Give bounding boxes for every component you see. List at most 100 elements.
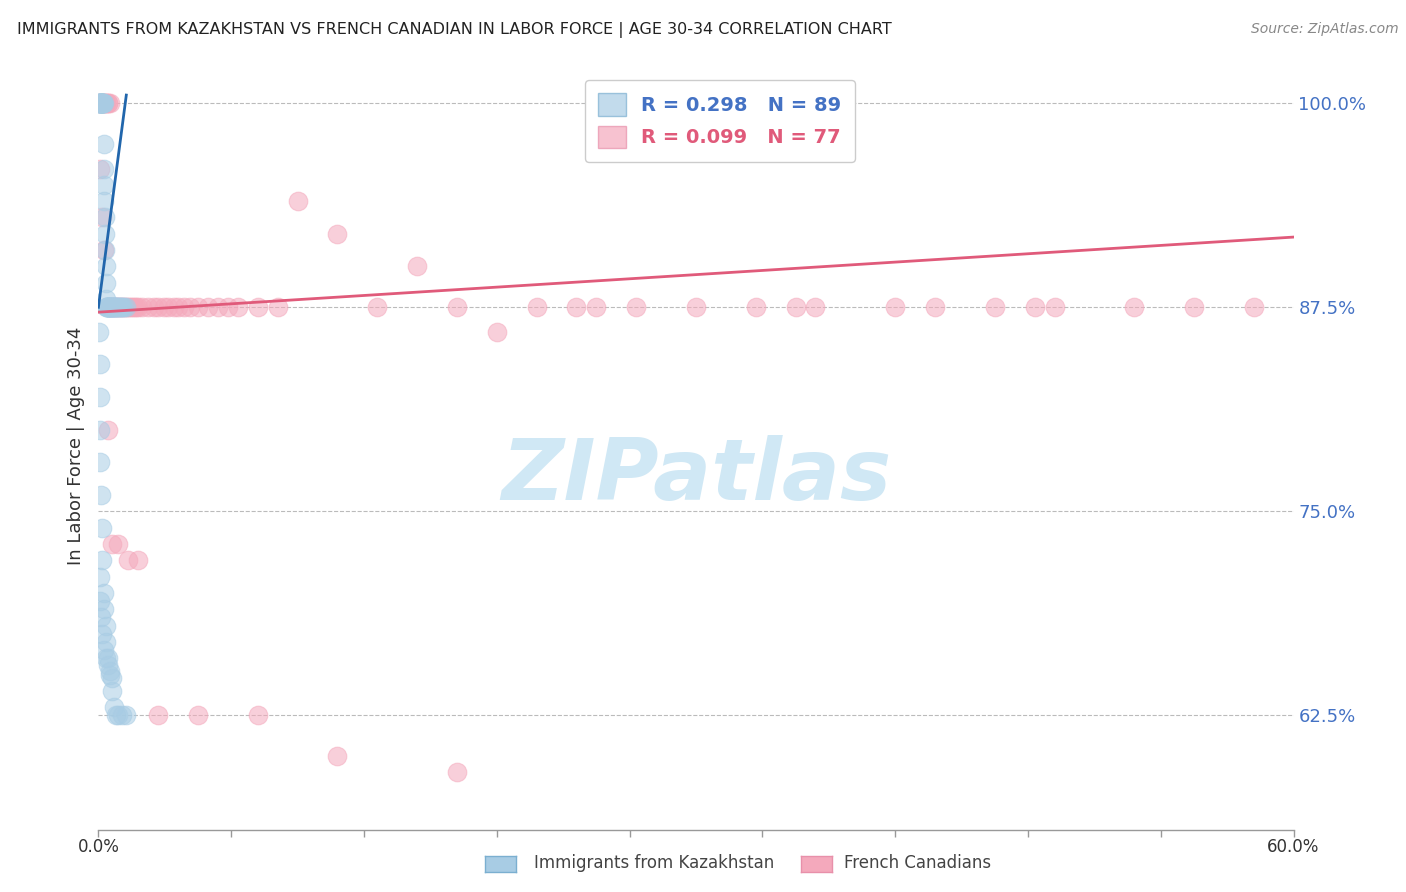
- Point: [101, 300, 124, 314]
- Point: [89, 96, 111, 111]
- Point: [626, 300, 648, 314]
- Point: [406, 260, 429, 274]
- Point: [105, 300, 128, 314]
- Point: [804, 300, 827, 314]
- Point: [98, 665, 122, 679]
- Point: [326, 227, 349, 241]
- Point: [103, 700, 125, 714]
- Point: [163, 300, 186, 314]
- Point: [110, 300, 132, 314]
- Point: [105, 300, 128, 314]
- Point: [167, 300, 190, 314]
- Point: [98, 300, 122, 314]
- Point: [89, 161, 111, 176]
- Point: [90, 96, 112, 111]
- Point: [90, 96, 112, 111]
- Point: [91, 211, 114, 225]
- Point: [93, 96, 115, 111]
- Point: [89, 96, 111, 111]
- Point: [91, 96, 114, 111]
- Point: [96, 96, 118, 111]
- Point: [89, 96, 111, 111]
- Point: [111, 300, 134, 314]
- Point: [153, 300, 176, 314]
- Point: [93, 194, 115, 209]
- Point: [179, 300, 201, 314]
- Point: [112, 300, 135, 314]
- Point: [226, 300, 249, 314]
- Point: [131, 300, 153, 314]
- Point: [115, 300, 138, 314]
- Point: [93, 643, 115, 657]
- Point: [93, 96, 115, 111]
- Point: [90, 96, 112, 111]
- Point: [98, 300, 122, 314]
- Point: [101, 300, 124, 314]
- Point: [107, 300, 129, 314]
- Point: [1182, 300, 1205, 314]
- Point: [157, 300, 180, 314]
- Point: [103, 300, 125, 314]
- Text: IMMIGRANTS FROM KAZAKHSTAN VS FRENCH CANADIAN IN LABOR FORCE | AGE 30-34 CORRELA: IMMIGRANTS FROM KAZAKHSTAN VS FRENCH CAN…: [17, 22, 891, 38]
- Point: [366, 300, 388, 314]
- Point: [924, 300, 946, 314]
- Point: [90, 96, 112, 111]
- Point: [685, 300, 707, 314]
- Point: [287, 194, 309, 209]
- Point: [94, 227, 117, 241]
- Point: [246, 708, 269, 723]
- Point: [1123, 300, 1146, 314]
- Point: [89, 390, 111, 404]
- Point: [1043, 300, 1066, 314]
- Point: [103, 300, 125, 314]
- Text: 0.0%: 0.0%: [77, 838, 120, 855]
- Point: [89, 325, 111, 339]
- Point: [97, 96, 120, 111]
- Point: [98, 300, 122, 314]
- Point: [120, 300, 142, 314]
- Point: [91, 96, 114, 111]
- Point: [96, 651, 118, 665]
- Point: [90, 96, 112, 111]
- Point: [124, 300, 146, 314]
- Point: [117, 300, 139, 314]
- Point: [884, 300, 907, 314]
- Point: [93, 243, 115, 257]
- Point: [89, 96, 111, 111]
- Point: [148, 708, 170, 723]
- Point: [90, 488, 112, 502]
- Point: [207, 300, 229, 314]
- Point: [111, 708, 134, 723]
- Text: 60.0%: 60.0%: [1267, 838, 1320, 855]
- Point: [89, 455, 111, 469]
- Point: [173, 300, 195, 314]
- Point: [110, 300, 132, 314]
- Point: [93, 96, 115, 111]
- Point: [97, 657, 120, 672]
- Point: [89, 96, 111, 111]
- Point: [115, 708, 138, 723]
- Point: [246, 300, 269, 314]
- Point: [526, 300, 548, 314]
- Point: [96, 292, 118, 306]
- Point: [93, 96, 115, 111]
- Point: [93, 178, 115, 192]
- Point: [94, 211, 117, 225]
- Point: [98, 667, 122, 681]
- Point: [565, 300, 588, 314]
- Point: [94, 243, 117, 257]
- Point: [187, 300, 209, 314]
- Point: [98, 300, 122, 314]
- Point: [97, 300, 120, 314]
- Point: [127, 300, 149, 314]
- Point: [187, 708, 209, 723]
- Point: [1024, 300, 1046, 314]
- Point: [121, 300, 143, 314]
- Point: [89, 423, 111, 437]
- Point: [91, 520, 114, 534]
- Point: [745, 300, 768, 314]
- Point: [112, 300, 135, 314]
- Point: [96, 260, 118, 274]
- Text: ZIPatlas: ZIPatlas: [501, 435, 891, 518]
- Point: [101, 537, 124, 551]
